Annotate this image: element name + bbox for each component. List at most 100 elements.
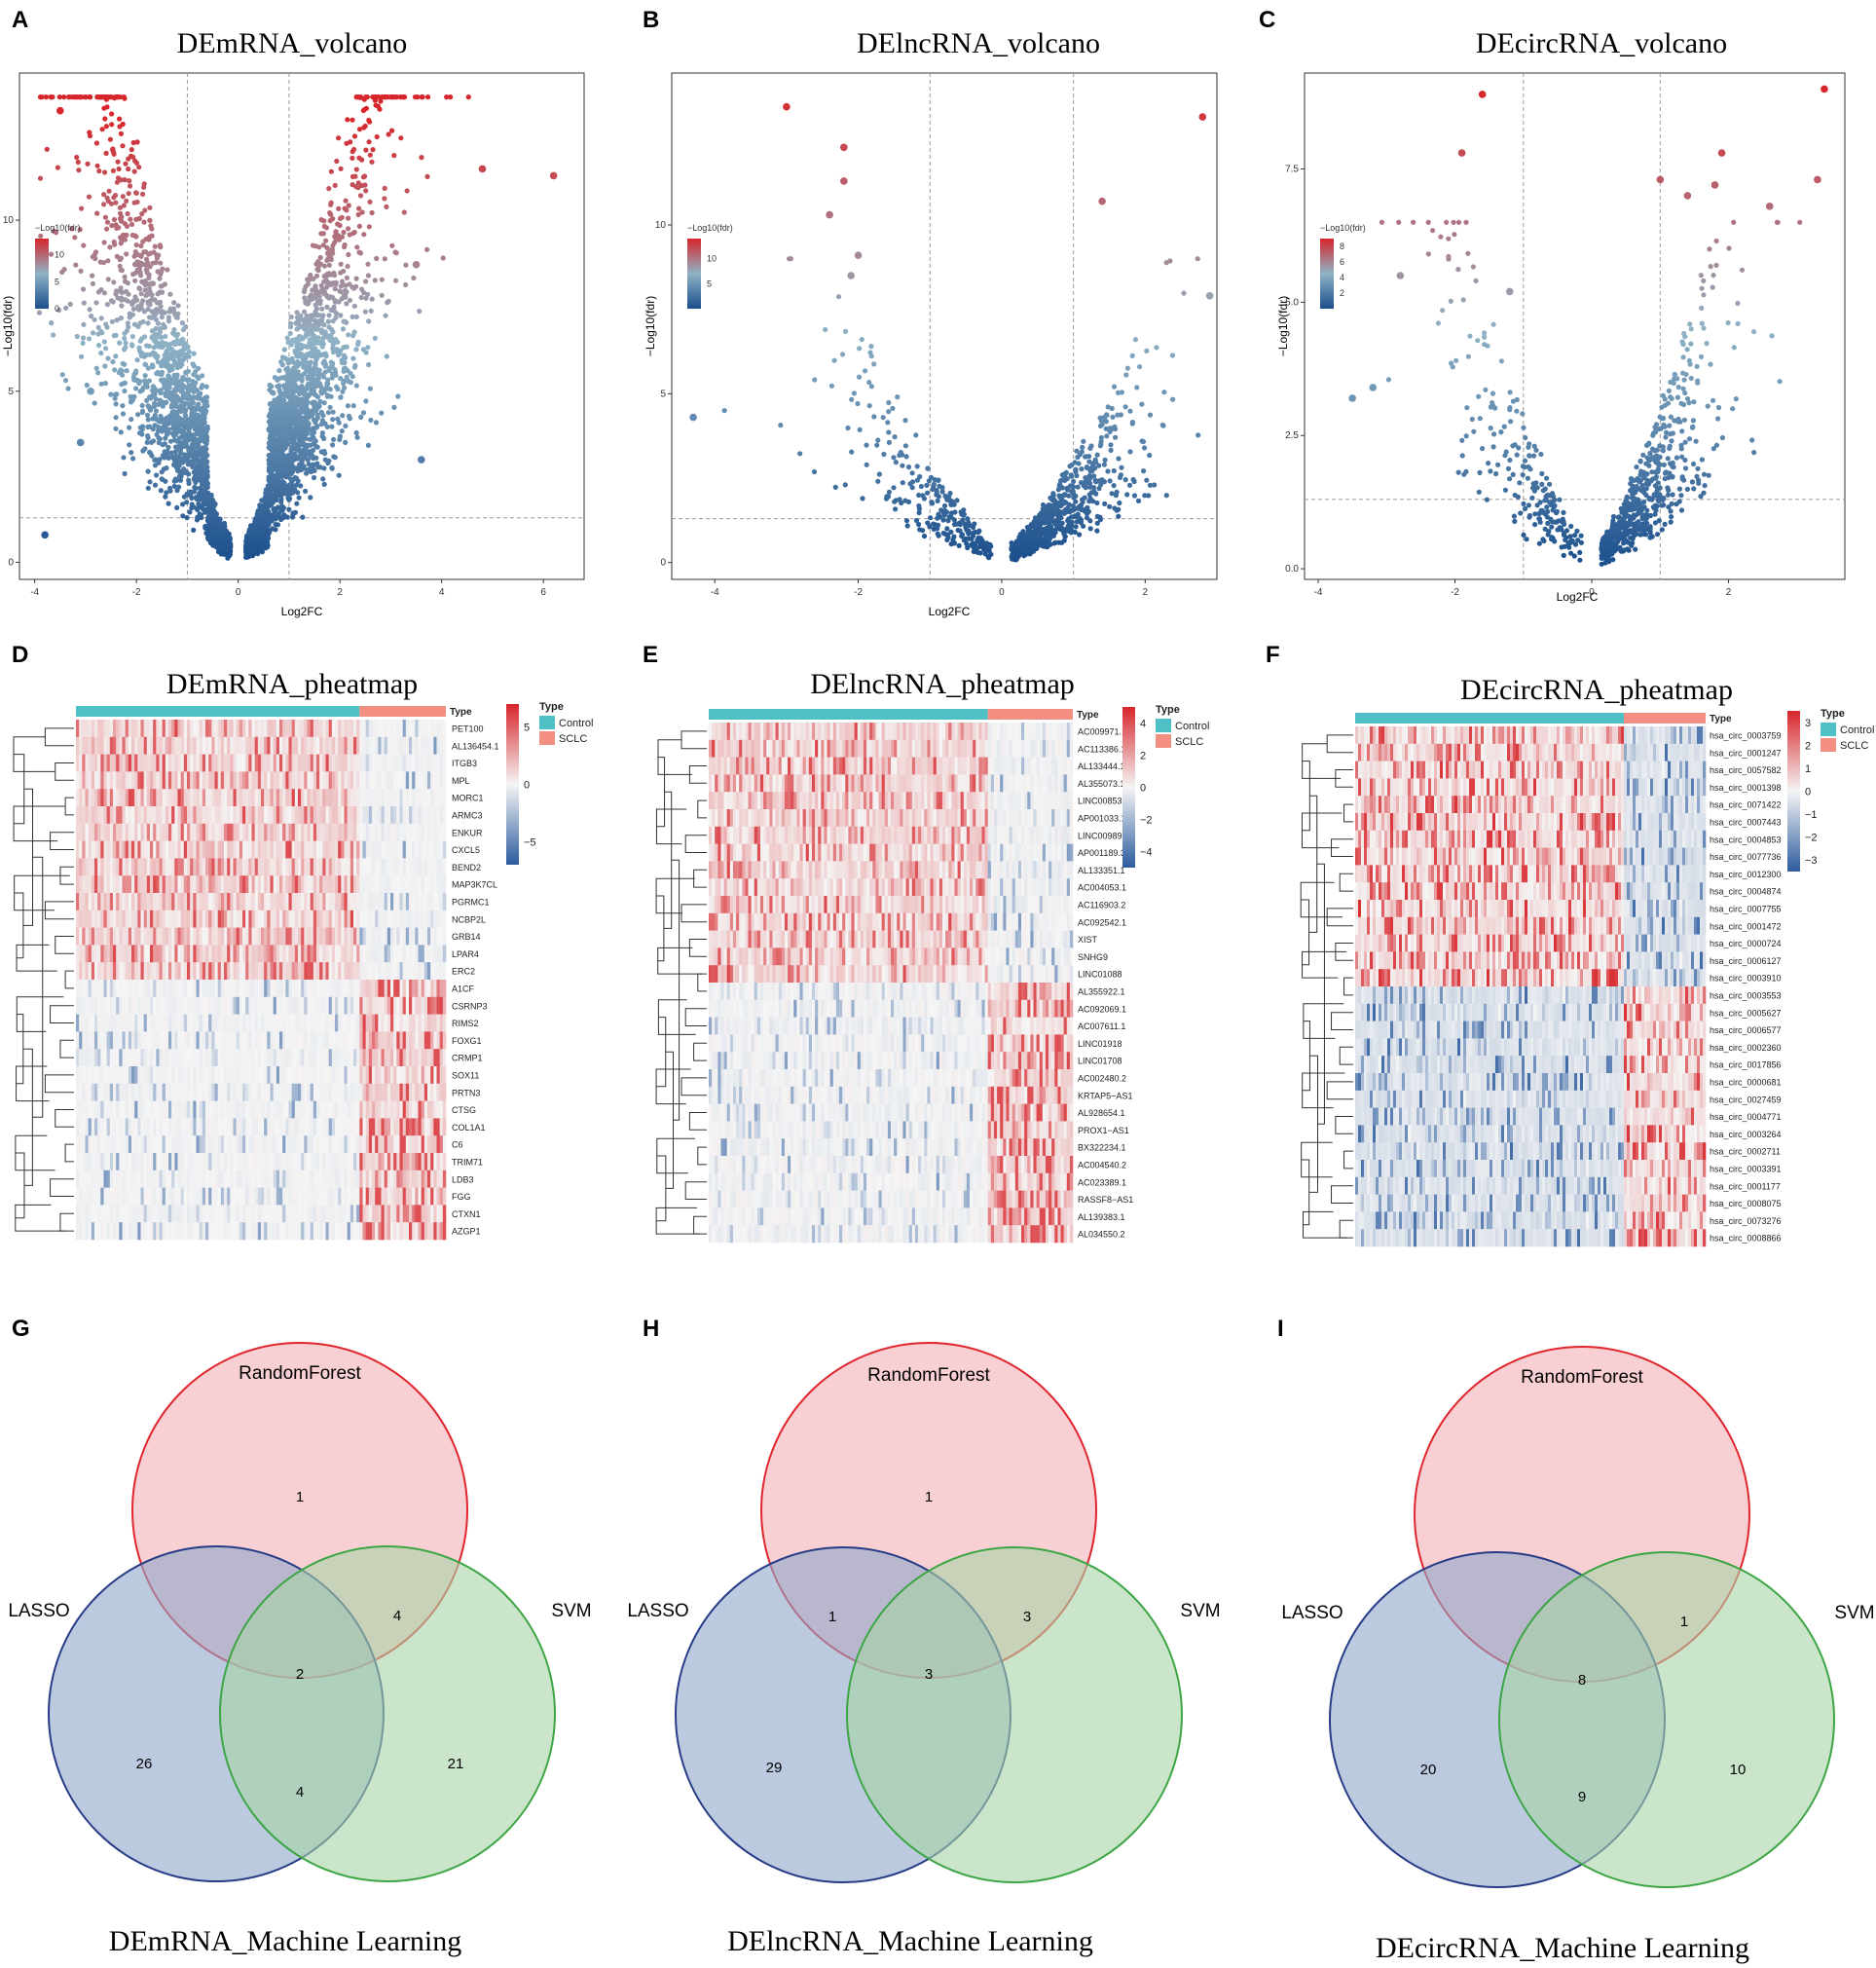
- y-tick-label: 5: [660, 389, 666, 399]
- volcano-point: [159, 369, 165, 375]
- volcano-point: [298, 342, 304, 348]
- volcano-point: [142, 446, 148, 452]
- volcano-point: [315, 335, 321, 341]
- volcano-point: [183, 324, 189, 330]
- volcano-point: [149, 233, 155, 239]
- volcano-point: [351, 329, 357, 335]
- volcano-point: [404, 188, 410, 194]
- volcano-point: [310, 242, 316, 248]
- volcano-point: [1009, 540, 1014, 546]
- volcano-point: [111, 279, 117, 285]
- volcano-point: [358, 94, 364, 100]
- volcano-point: [101, 192, 107, 198]
- volcano-point: [124, 288, 129, 294]
- volcano-point: [141, 219, 147, 225]
- volcano-point-extreme: [56, 106, 64, 115]
- volcano-point: [1075, 511, 1081, 517]
- volcano-point: [346, 226, 351, 232]
- volcano-point: [102, 381, 108, 387]
- volcano-point: [317, 398, 323, 404]
- volcano-point: [392, 94, 398, 100]
- volcano-point: [120, 121, 126, 128]
- volcano-point: [159, 315, 165, 320]
- volcano-point: [951, 534, 957, 539]
- volcano-point: [389, 128, 395, 133]
- x-tick-label: -4: [711, 587, 719, 598]
- volcano-point: [159, 476, 165, 482]
- volcano-point: [150, 384, 156, 390]
- volcano-point: [171, 327, 177, 333]
- volcano-point: [175, 303, 181, 309]
- volcano-point: [124, 232, 129, 238]
- volcano-point: [102, 116, 108, 122]
- volcano-point: [369, 296, 375, 302]
- volcano-point: [200, 373, 205, 379]
- volcano-point: [356, 223, 362, 229]
- volcano-point: [1152, 482, 1158, 488]
- volcano-point: [132, 278, 138, 283]
- volcano-point: [1087, 526, 1093, 532]
- volcano-point: [257, 502, 263, 508]
- volcano-point: [333, 384, 340, 390]
- volcano-point: [317, 298, 323, 304]
- volcano-point: [126, 166, 131, 172]
- volcano-point: [343, 198, 349, 204]
- volcano-point-extreme: [87, 387, 94, 395]
- volcano-point: [935, 498, 940, 503]
- volcano-point: [303, 488, 309, 494]
- volcano-point: [395, 393, 401, 399]
- y-axis-label: −Log10(fdr): [1, 296, 15, 356]
- volcano-point: [120, 194, 126, 200]
- volcano-point: [365, 261, 371, 267]
- volcano-point: [343, 287, 349, 294]
- volcano-point: [339, 428, 345, 434]
- volcano-point: [1020, 529, 1026, 535]
- volcano-point: [1050, 491, 1056, 497]
- volcano-point: [318, 217, 324, 223]
- volcano-point: [305, 281, 311, 287]
- legend-colorbar: [35, 239, 49, 309]
- volcano-point: [166, 501, 171, 506]
- volcano-point: [308, 495, 313, 501]
- volcano-point: [379, 292, 385, 298]
- volcano-point: [318, 409, 324, 415]
- volcano-point: [87, 94, 93, 100]
- volcano-point: [121, 455, 127, 461]
- volcano-point: [386, 298, 391, 304]
- volcano-point: [122, 380, 128, 386]
- volcano-point: [386, 131, 391, 137]
- volcano-point: [346, 251, 351, 258]
- volcano-point: [876, 471, 883, 477]
- volcano-point: [343, 423, 349, 428]
- volcano-point: [382, 196, 387, 202]
- volcano-point: [928, 474, 935, 480]
- volcano-point: [122, 388, 128, 394]
- volcano-point: [140, 191, 146, 197]
- volcano-point: [334, 158, 340, 165]
- volcano-point: [145, 403, 151, 409]
- volcano-point: [92, 400, 97, 406]
- volcano-point: [62, 378, 69, 384]
- volcano-point: [323, 238, 329, 243]
- volcano-point: [941, 502, 948, 509]
- volcano-point-extreme: [478, 165, 487, 173]
- volcano-point: [179, 320, 185, 326]
- volcano-point: [70, 94, 76, 100]
- volcano-point: [118, 210, 124, 216]
- volcano-point: [1117, 500, 1122, 506]
- volcano-point: [117, 340, 123, 346]
- volcano-point: [384, 94, 389, 100]
- volcano-point: [81, 335, 87, 341]
- volcano-point: [140, 318, 146, 325]
- volcano-point: [97, 259, 103, 265]
- volcano-point: [374, 255, 380, 262]
- volcano-point: [1056, 539, 1062, 545]
- volcano-point: [440, 255, 446, 261]
- volcano-point: [925, 520, 931, 526]
- volcano-point: [127, 311, 132, 316]
- volcano-point: [391, 404, 397, 410]
- volcano-point: [124, 198, 129, 204]
- volcano-point: [1105, 468, 1111, 474]
- volcano-point: [344, 374, 349, 380]
- volcano-point: [103, 150, 109, 156]
